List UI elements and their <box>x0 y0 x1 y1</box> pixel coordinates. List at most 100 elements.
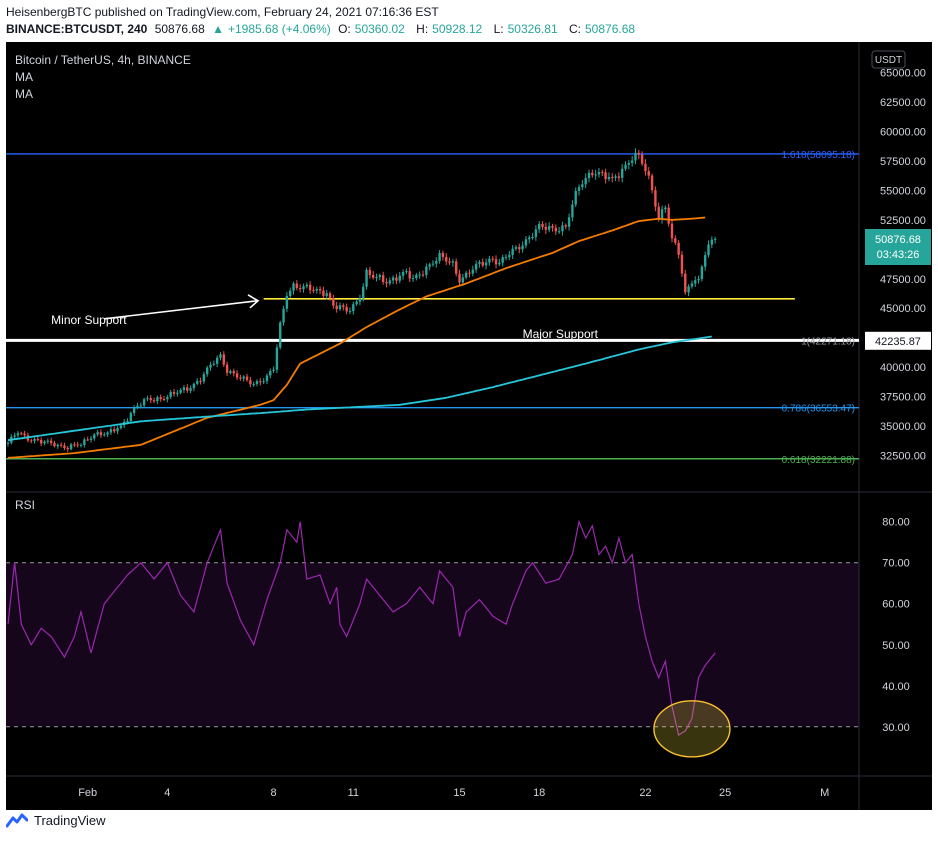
up-triangle-icon: ▲ <box>212 22 224 36</box>
price-tick: 47500.00 <box>880 274 926 286</box>
price-tick: 32500.00 <box>880 450 926 462</box>
candle <box>494 259 498 265</box>
time-tick: 4 <box>164 787 170 799</box>
candle <box>471 269 474 274</box>
rsi-oversold-ellipse <box>653 700 731 758</box>
candle <box>96 432 99 435</box>
candle <box>501 257 504 263</box>
candle <box>621 168 624 178</box>
candle <box>455 261 458 274</box>
candle <box>116 428 119 432</box>
candle <box>488 258 491 263</box>
candle <box>289 290 292 296</box>
candle <box>33 439 36 441</box>
close-label: C: <box>569 22 581 36</box>
price-tick: 57500.00 <box>880 156 926 168</box>
time-tick: 18 <box>533 787 545 799</box>
footer: TradingView <box>6 812 106 828</box>
candle <box>644 163 647 172</box>
candle <box>391 277 395 281</box>
candle <box>541 223 544 227</box>
candle <box>13 435 16 437</box>
candle <box>146 398 149 400</box>
rsi-tick: 80.00 <box>882 517 910 529</box>
last-price: 50876.68 <box>154 22 205 36</box>
candle <box>597 172 601 175</box>
candle <box>554 227 557 232</box>
candle <box>557 231 561 233</box>
candle <box>206 367 209 375</box>
rsi-line <box>7 519 716 736</box>
candle <box>162 399 166 401</box>
rsi-tick: 70.00 <box>882 558 910 570</box>
candle <box>348 311 352 313</box>
candle <box>624 164 627 169</box>
high-value: 50928.12 <box>432 22 483 36</box>
price-tick: 37500.00 <box>880 392 926 404</box>
candle <box>245 376 249 381</box>
bar-countdown: 03:43:26 <box>877 249 920 261</box>
candle <box>169 391 172 397</box>
candle <box>20 433 23 435</box>
minor-support-label: Minor Support <box>51 313 127 327</box>
ohlc-open: O: 50360.02 <box>338 22 409 36</box>
rsi-label: RSI <box>15 498 35 512</box>
candle <box>249 380 252 385</box>
fib-level-label: 0.618(32221.88) <box>782 455 855 466</box>
change: +1985.68 (+4.06%) <box>228 22 331 36</box>
candle <box>229 371 232 373</box>
candle <box>53 443 56 447</box>
candle <box>255 381 259 385</box>
candle <box>468 272 471 274</box>
footer-brand[interactable]: TradingView <box>34 812 106 828</box>
candle <box>694 280 697 284</box>
candle <box>531 236 534 238</box>
candle <box>674 238 677 243</box>
candle <box>298 287 302 290</box>
candle <box>587 172 591 179</box>
candle <box>259 381 262 383</box>
candle <box>252 384 255 386</box>
ohlc-close: C: 50876.68 <box>569 22 639 36</box>
currency-label: USDT <box>875 55 902 66</box>
candle <box>222 354 225 365</box>
candle <box>219 354 222 358</box>
candle <box>451 261 455 263</box>
candle <box>378 275 382 278</box>
price-tick: 45000.00 <box>880 303 926 315</box>
candle <box>23 433 26 436</box>
candle <box>498 262 501 265</box>
candle <box>680 254 684 274</box>
candle <box>43 441 46 444</box>
candle <box>395 277 398 281</box>
candle <box>594 174 597 176</box>
ma-fast-line <box>7 216 706 459</box>
candle <box>660 209 664 220</box>
candle <box>139 405 142 407</box>
price-tick: 60000.00 <box>880 127 926 139</box>
candle <box>59 444 63 446</box>
legend-ma-fast: MA <box>15 70 33 84</box>
candle <box>126 420 129 422</box>
candle <box>30 440 33 442</box>
candle <box>182 387 186 390</box>
candle <box>312 290 315 292</box>
candle <box>212 363 216 365</box>
candle <box>172 391 176 394</box>
candle <box>152 400 156 402</box>
tradingview-logo-icon <box>6 813 28 828</box>
candle <box>518 247 521 250</box>
candle <box>630 160 634 163</box>
candle <box>305 284 308 287</box>
price-chart[interactable]: 1.618(58095.18) 1(42271.18) 0.786(36553.47… <box>6 42 932 810</box>
candle <box>16 433 20 436</box>
candle <box>176 392 179 394</box>
candle <box>292 283 295 291</box>
candle <box>511 248 514 255</box>
candle <box>225 364 229 373</box>
candle <box>375 277 378 279</box>
rsi-tick: 30.00 <box>882 722 910 734</box>
candle <box>617 176 621 178</box>
candle <box>262 381 265 383</box>
candle <box>315 289 318 291</box>
